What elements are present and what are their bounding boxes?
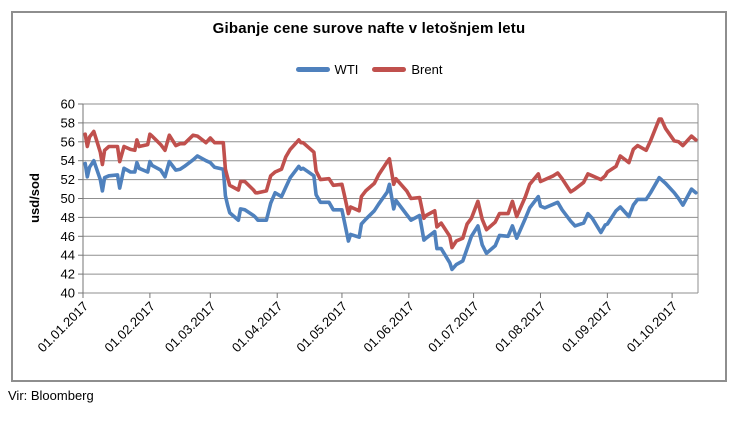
y-tick-label: 56 [61, 134, 75, 149]
y-tick-label: 42 [61, 267, 75, 282]
x-tick-label: 01.04.2017 [229, 299, 286, 356]
brent-line-swatch [372, 67, 407, 72]
legend: WTI Brent [11, 62, 727, 77]
y-tick-label: 58 [61, 115, 75, 130]
y-tick-label: 46 [61, 229, 75, 244]
wti-line-swatch [295, 67, 330, 72]
legend-item-wti: WTI [295, 62, 359, 77]
y-axis-title: usd/sod [27, 173, 42, 223]
chart-title: Gibanje cene surove nafte v letošnjem le… [212, 20, 526, 37]
x-tick-label: 01.06.2017 [360, 299, 417, 356]
x-tick-label: 01.01.2017 [34, 299, 91, 356]
x-tick-label: 01.10.2017 [624, 299, 681, 356]
y-tick-label: 52 [61, 172, 75, 187]
chart-frame [11, 11, 727, 382]
x-tick-label: 01.07.2017 [425, 299, 482, 356]
x-tick-label: 01.02.2017 [101, 299, 158, 356]
brent-legend-label: Brent [411, 62, 443, 77]
wti-line [83, 154, 698, 272]
y-tick-label: 44 [61, 248, 75, 263]
y-tick-label: 60 [61, 97, 75, 112]
brent-line [83, 117, 698, 250]
x-tick-label: 01.05.2017 [293, 299, 350, 356]
x-tick-label: 01.09.2017 [559, 299, 616, 356]
y-tick-label: 40 [61, 286, 75, 301]
legend-item-brent: Brent [372, 62, 442, 77]
y-tick-label: 54 [61, 153, 75, 168]
source-note: Vir: Bloomberg [8, 388, 94, 403]
x-tick-label: 01.03.2017 [162, 299, 219, 356]
x-tick-label: 01.08.2017 [492, 299, 549, 356]
wti-legend-label: WTI [334, 62, 359, 77]
y-tick-label: 48 [61, 210, 75, 225]
y-tick-label: 50 [61, 191, 75, 206]
